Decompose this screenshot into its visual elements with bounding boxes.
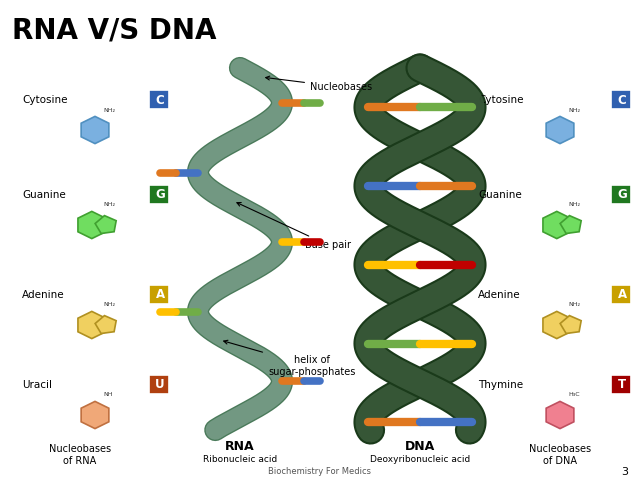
Polygon shape — [560, 316, 581, 333]
Text: Deoxyribonucleic acid: Deoxyribonucleic acid — [370, 456, 470, 465]
Text: G: G — [155, 189, 165, 202]
Text: NH₂: NH₂ — [568, 107, 580, 113]
FancyBboxPatch shape — [149, 285, 169, 304]
Text: Biochemistry For Medics: Biochemistry For Medics — [267, 468, 371, 477]
Text: A: A — [156, 288, 165, 301]
Text: Base pair: Base pair — [237, 203, 351, 250]
Text: A: A — [618, 288, 627, 301]
Text: Adenine: Adenine — [478, 290, 521, 300]
Text: U: U — [155, 378, 165, 391]
Text: C: C — [156, 93, 165, 106]
Polygon shape — [95, 316, 116, 333]
Text: Nucleobases
of RNA: Nucleobases of RNA — [49, 444, 111, 466]
Polygon shape — [560, 216, 581, 233]
FancyBboxPatch shape — [149, 185, 169, 204]
Text: Nucleobases
of DNA: Nucleobases of DNA — [529, 444, 591, 466]
Text: G: G — [617, 189, 627, 202]
Text: NH₂: NH₂ — [568, 303, 580, 308]
Text: NH₂: NH₂ — [568, 203, 580, 207]
Text: DNA: DNA — [405, 440, 435, 453]
Text: RNA V/S DNA: RNA V/S DNA — [12, 16, 216, 44]
FancyBboxPatch shape — [149, 375, 169, 394]
Text: H₃C: H₃C — [568, 392, 580, 398]
Polygon shape — [543, 211, 570, 239]
FancyBboxPatch shape — [611, 90, 631, 109]
Text: Cytosine: Cytosine — [22, 95, 68, 105]
Text: NH₂: NH₂ — [103, 107, 115, 113]
Text: Nucleobases: Nucleobases — [265, 76, 372, 92]
Text: T: T — [618, 378, 626, 391]
Text: NH₂: NH₂ — [103, 303, 115, 308]
Text: Thymine: Thymine — [478, 380, 523, 390]
Text: NH₂: NH₂ — [103, 203, 115, 207]
Text: NH: NH — [103, 392, 112, 398]
Text: 3: 3 — [621, 467, 628, 477]
Polygon shape — [81, 401, 109, 429]
Text: Adenine: Adenine — [22, 290, 64, 300]
Text: C: C — [618, 93, 627, 106]
Polygon shape — [78, 311, 106, 339]
Text: Guanine: Guanine — [22, 190, 66, 200]
Text: Cytosine: Cytosine — [478, 95, 524, 105]
Text: RNA: RNA — [225, 440, 255, 453]
Text: helix of
sugar-phosphates: helix of sugar-phosphates — [224, 340, 355, 377]
FancyBboxPatch shape — [611, 185, 631, 204]
FancyBboxPatch shape — [611, 375, 631, 394]
Polygon shape — [546, 116, 574, 144]
Polygon shape — [543, 311, 570, 339]
FancyBboxPatch shape — [149, 90, 169, 109]
Text: Uracil: Uracil — [22, 380, 52, 390]
Polygon shape — [95, 216, 116, 233]
Text: Guanine: Guanine — [478, 190, 522, 200]
FancyBboxPatch shape — [611, 285, 631, 304]
Polygon shape — [78, 211, 106, 239]
Polygon shape — [81, 116, 109, 144]
Text: Ribonucleic acid: Ribonucleic acid — [203, 456, 277, 465]
Polygon shape — [546, 401, 574, 429]
